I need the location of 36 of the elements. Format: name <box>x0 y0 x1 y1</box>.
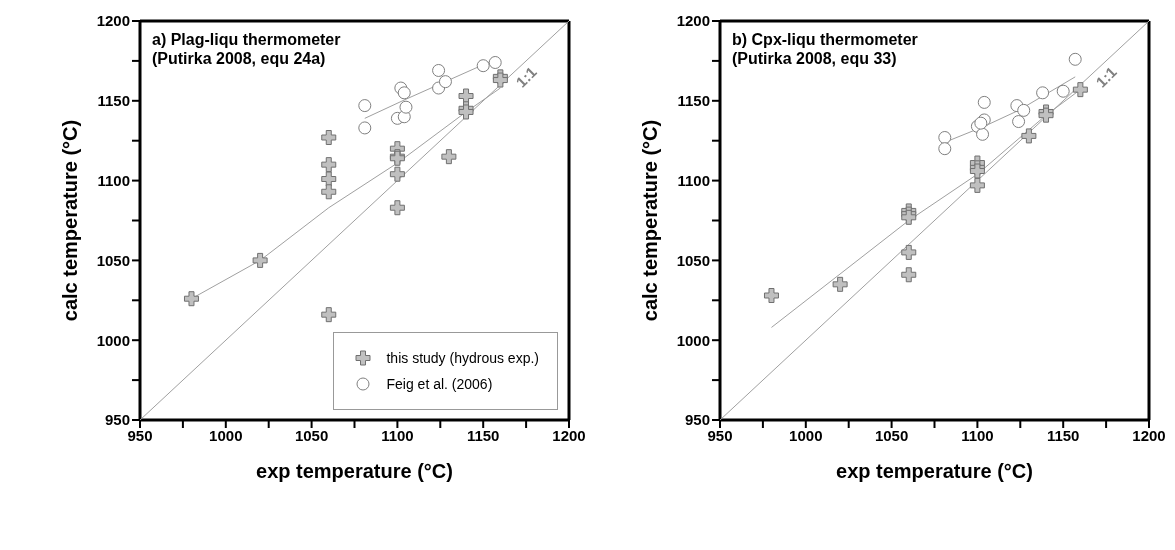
legend-label: this study (hydrous exp.) <box>386 350 539 366</box>
y-tick-label: 950 <box>684 411 710 429</box>
x-tick-label: 1100 <box>961 426 994 444</box>
y-axis-title: calc temperature (°C) <box>59 119 82 322</box>
y-tick-label: 1100 <box>97 171 130 189</box>
x-tick-label: 1200 <box>552 426 586 444</box>
y-tick-label: 1200 <box>676 12 710 30</box>
annotation: 1:1 <box>512 63 540 91</box>
legend-label: Feig et al. (2006) <box>386 376 493 392</box>
y-tick-label: 950 <box>104 411 130 429</box>
x-axis-title: exp temperature (°C) <box>836 460 1033 482</box>
x-tick-label: 1200 <box>1132 426 1166 444</box>
text: a) Plag-liqu thermometer <box>152 30 341 49</box>
x-tick-label: 1150 <box>466 426 500 444</box>
y-axis-title: calc temperature (°C) <box>639 119 662 322</box>
y-tick-label: 1050 <box>96 251 130 269</box>
text: (Putirka 2008, equ 33) <box>732 49 898 68</box>
x-tick-label: 950 <box>707 426 733 444</box>
x-tick-label: 1050 <box>294 426 329 444</box>
y-tick-label: 1000 <box>676 331 710 349</box>
y-tick-label: 1050 <box>676 251 710 269</box>
x-tick-label: 1000 <box>209 426 243 444</box>
x-axis-title: exp temperature (°C) <box>256 460 453 482</box>
text: (Putirka 2008, equ 24a) <box>152 49 327 68</box>
x-tick-label: 950 <box>127 426 153 444</box>
x-tick-label: 1100 <box>381 426 414 444</box>
y-tick-label: 1150 <box>97 92 130 110</box>
x-tick-label: 1000 <box>789 426 823 444</box>
y-tick-label: 1100 <box>677 171 710 189</box>
annotation: 1:1 <box>1092 63 1120 91</box>
y-tick-label: 1150 <box>677 92 710 110</box>
y-tick-label: 1200 <box>96 12 130 30</box>
x-tick-label: 1150 <box>1046 426 1080 444</box>
text: b) Cpx-liqu thermometer <box>732 30 918 49</box>
x-tick-label: 1050 <box>874 426 909 444</box>
y-tick-label: 1000 <box>96 331 130 349</box>
